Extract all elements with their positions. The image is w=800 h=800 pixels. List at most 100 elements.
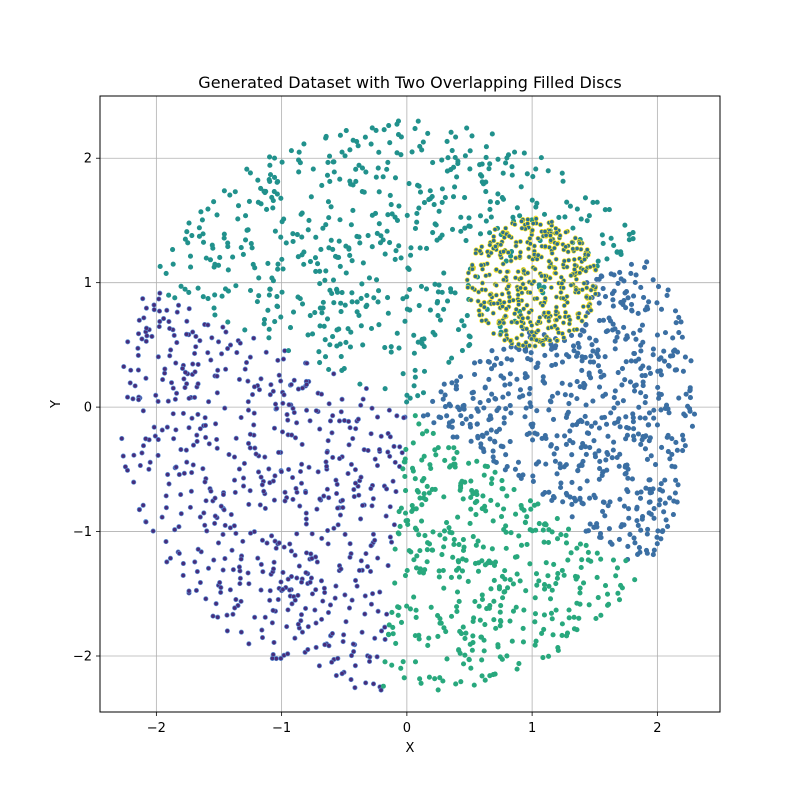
data-point — [566, 257, 572, 263]
data-point — [648, 453, 654, 459]
data-point — [215, 614, 221, 620]
data-point — [658, 481, 664, 487]
data-point — [554, 536, 561, 542]
data-point — [494, 407, 500, 414]
data-point — [673, 477, 679, 483]
data-point — [348, 677, 354, 683]
data-point — [219, 351, 225, 357]
data-point — [681, 411, 687, 417]
data-point — [559, 567, 565, 574]
data-point — [151, 424, 157, 430]
data-point — [507, 381, 513, 387]
data-point — [415, 393, 421, 399]
data-point — [345, 471, 351, 477]
data-point — [493, 396, 499, 402]
data-point — [513, 306, 519, 312]
data-point — [413, 614, 419, 620]
data-point — [536, 520, 542, 527]
data-point — [678, 319, 684, 325]
data-point — [496, 426, 503, 432]
data-point — [615, 280, 621, 286]
data-point — [662, 330, 669, 336]
data-point — [491, 598, 497, 604]
data-point — [553, 294, 560, 300]
data-point — [571, 614, 577, 620]
data-point — [503, 523, 509, 529]
data-point — [206, 399, 212, 405]
data-point — [671, 348, 677, 354]
data-point — [337, 512, 343, 518]
data-point — [425, 642, 431, 648]
data-point — [623, 305, 629, 311]
data-point — [235, 602, 241, 609]
data-point — [519, 324, 525, 330]
data-point — [559, 170, 565, 176]
data-point — [467, 421, 473, 427]
data-point — [393, 640, 399, 646]
data-point — [424, 428, 430, 434]
data-point — [500, 170, 506, 176]
data-point — [240, 475, 247, 481]
data-point — [665, 406, 671, 412]
data-point — [597, 465, 603, 472]
data-point — [570, 225, 576, 231]
data-point — [350, 436, 356, 442]
data-point — [540, 342, 546, 348]
data-point — [536, 578, 542, 584]
data-point — [374, 654, 380, 660]
data-point — [164, 424, 170, 430]
data-point — [245, 407, 252, 413]
data-point — [358, 474, 364, 480]
data-point — [326, 366, 332, 373]
data-point — [446, 525, 452, 531]
data-point — [577, 496, 583, 502]
data-point — [405, 517, 411, 524]
data-point — [205, 350, 211, 356]
data-point — [375, 165, 381, 171]
data-point — [539, 630, 545, 636]
data-point — [506, 294, 512, 300]
data-point — [469, 262, 475, 268]
data-point — [299, 234, 305, 240]
data-point — [387, 192, 393, 198]
data-point — [284, 624, 290, 630]
data-point — [554, 433, 560, 439]
data-point — [370, 681, 377, 687]
data-point — [665, 432, 671, 439]
data-point — [222, 286, 229, 292]
data-point — [334, 343, 340, 349]
data-point — [577, 585, 583, 591]
data-point — [548, 346, 555, 352]
data-point — [682, 354, 688, 360]
data-point — [540, 491, 546, 497]
data-point — [616, 536, 622, 542]
data-point — [368, 325, 375, 332]
data-point — [442, 457, 448, 464]
data-point — [548, 237, 554, 243]
data-point — [487, 413, 493, 419]
data-point — [552, 323, 558, 329]
data-point — [391, 522, 397, 528]
data-point — [554, 445, 560, 451]
data-point — [479, 673, 485, 679]
data-point — [339, 149, 345, 155]
data-point — [491, 577, 497, 583]
data-point — [323, 222, 329, 228]
data-point — [295, 592, 301, 598]
data-point — [195, 546, 201, 552]
data-point — [642, 400, 648, 406]
data-point — [500, 196, 507, 202]
data-point — [656, 502, 662, 508]
data-point — [280, 586, 286, 592]
data-point — [591, 438, 597, 444]
data-point — [579, 287, 585, 293]
data-point — [297, 468, 304, 475]
data-point — [269, 533, 275, 539]
data-point — [347, 252, 353, 259]
data-point — [511, 486, 517, 493]
data-point — [421, 344, 427, 350]
data-point — [259, 482, 265, 488]
data-point — [567, 317, 573, 323]
data-point — [317, 268, 323, 274]
